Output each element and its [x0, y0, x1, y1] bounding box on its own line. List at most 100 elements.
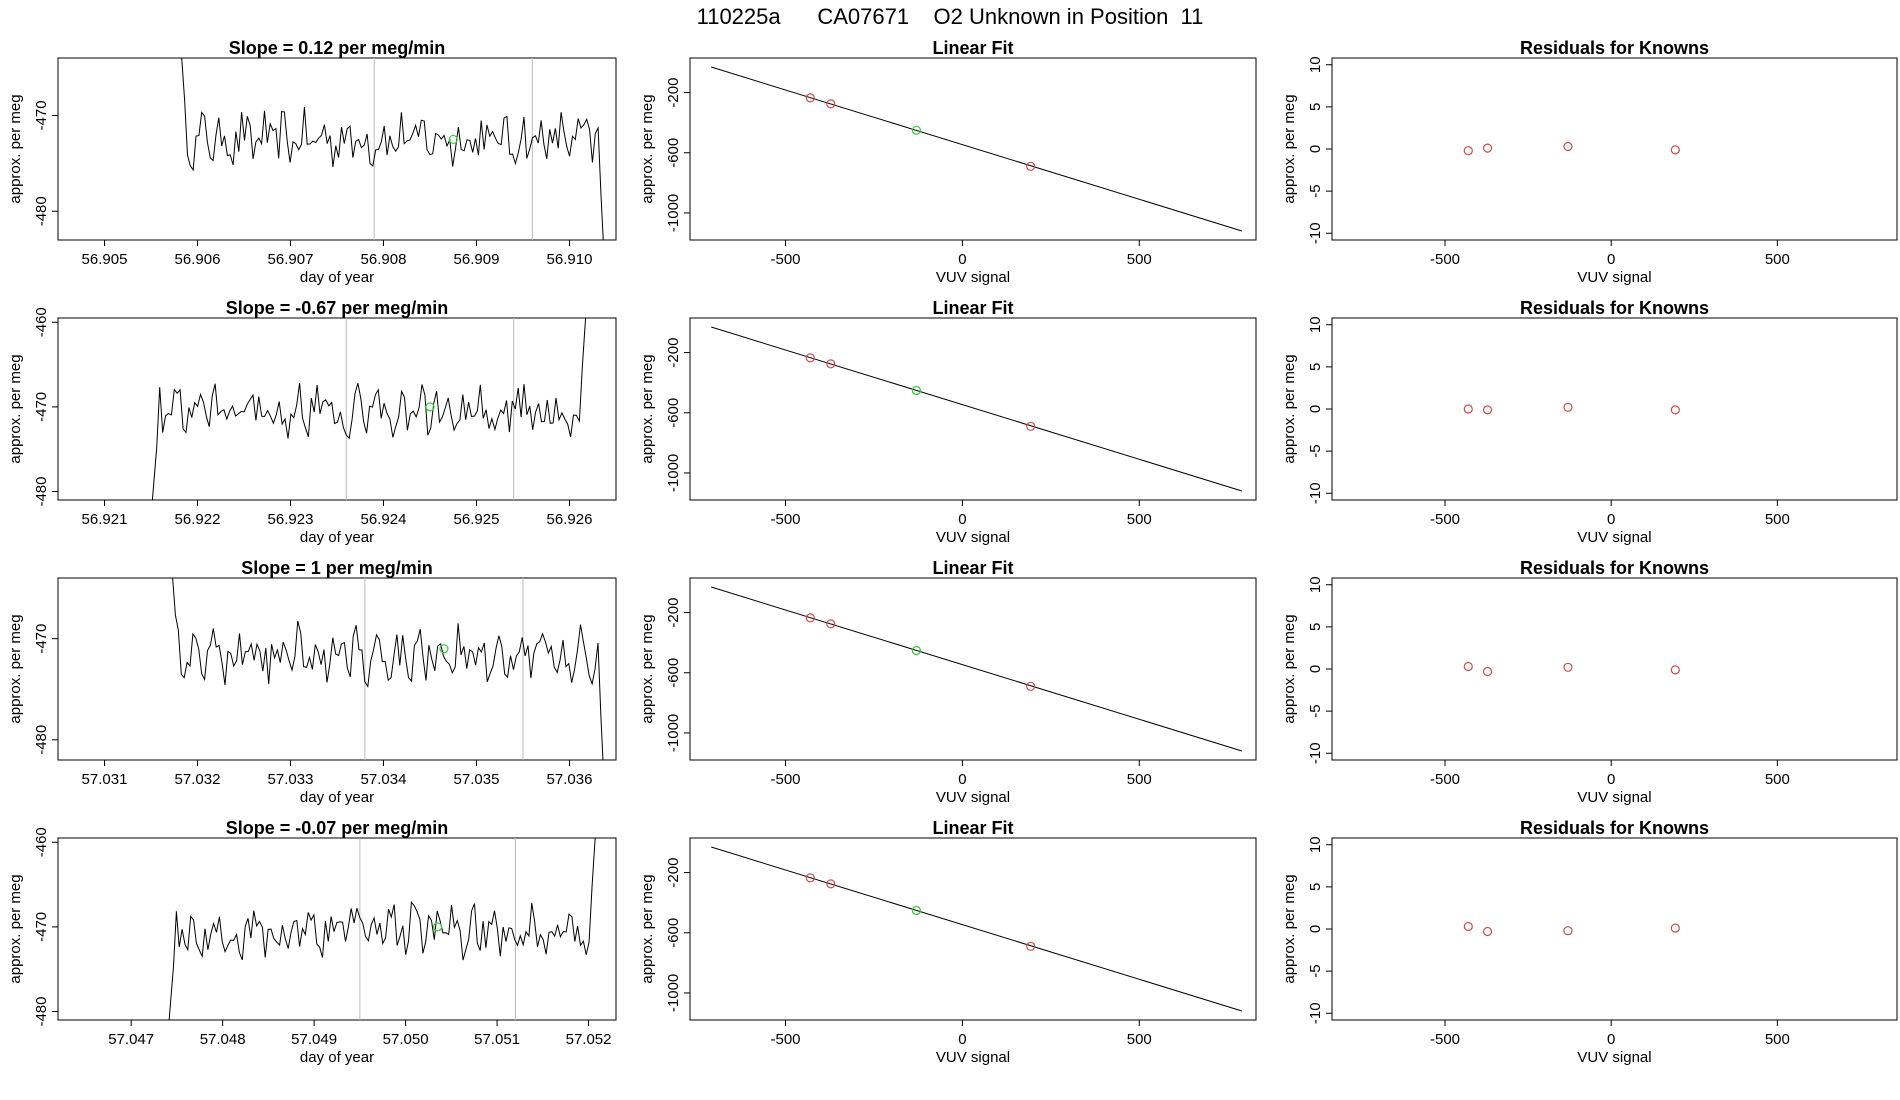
r2-linear-fit-known-point	[826, 359, 836, 369]
r1-residuals-y-tick-label: 5	[1307, 103, 1324, 111]
r4-timeseries-x-tick-label: 57.048	[200, 1031, 246, 1048]
r4-residuals-y-tick-label: -10	[1307, 1002, 1324, 1024]
r4-linear-fit-fit-line	[711, 846, 1242, 1012]
r2-linear-fit-plot-frame	[689, 317, 1257, 501]
r1-linear-fit-x-tick-label: 500	[1127, 251, 1152, 268]
run-id: 110225a	[696, 4, 781, 29]
r2-timeseries-y-tick-label: -480	[33, 477, 50, 507]
r2-linear-fit-y-tick-label: -200	[665, 338, 682, 368]
r4-residuals-known-point	[1670, 923, 1680, 933]
r1-linear-fit-known-point	[1026, 161, 1036, 171]
r2-linear-fit-y-axis-label: approx. per meg	[639, 354, 656, 463]
r2-timeseries-plot-area	[151, 318, 587, 500]
r2-linear-fit-x-axis-label: VUV signal	[936, 529, 1010, 546]
r4-timeseries-trace-line	[168, 838, 596, 1020]
r2-linear-fit-x-tick-label: 0	[958, 511, 966, 528]
figure-title: 110225a CA07671 O2 Unknown in Position 1…	[0, 4, 1900, 30]
r3-linear-fit-y-axis-label: approx. per meg	[639, 614, 656, 723]
r4-timeseries-y-tick-label: -470	[33, 912, 50, 942]
r2-linear-fit-x-tick-label: 500	[1127, 511, 1152, 528]
r1-residuals-x-tick-label: 500	[1765, 251, 1790, 268]
r1-timeseries-y-tick-label: -470	[33, 100, 50, 130]
r3-linear-fit-known-point	[805, 613, 815, 623]
r3-linear-fit-known-point	[1026, 681, 1036, 691]
r1-linear-fit-title: Linear Fit	[932, 38, 1013, 58]
r1-timeseries-x-tick-label: 56.910	[547, 251, 593, 268]
r3-timeseries-y-tick-label: -470	[33, 624, 50, 654]
r1-residuals-known-point	[1482, 143, 1493, 153]
r1-residuals-y-tick-label: 0	[1307, 145, 1324, 153]
r1-timeseries-trace-line	[181, 58, 604, 240]
r2-linear-fit-unknown-point	[911, 385, 922, 396]
r1-timeseries-x-axis-label: day of year	[300, 269, 374, 286]
r4-linear-fit-y-axis-label: approx. per meg	[639, 874, 656, 983]
r3-timeseries-x-tick-label: 57.034	[361, 771, 407, 788]
r2-timeseries-title: Slope = -0.67 per meg/min	[226, 298, 449, 318]
r1-residuals-x-tick-label: -500	[1430, 251, 1460, 268]
r1-timeseries-x-tick-label: 56.908	[361, 251, 407, 268]
r2-residuals-y-tick-label: -10	[1307, 482, 1324, 504]
r3-residuals-y-tick-label: -5	[1307, 704, 1324, 717]
r2-timeseries-trace-line	[151, 318, 587, 500]
r1-timeseries-y-axis-label: approx. per meg	[7, 94, 24, 203]
r4-residuals-plot-area	[1463, 921, 1680, 937]
r1-residuals-known-point	[1670, 145, 1680, 155]
r1-residuals-known-point	[1463, 146, 1473, 156]
r2-residuals-known-point	[1482, 405, 1493, 415]
r1-residuals-known-point	[1563, 141, 1573, 152]
r4-timeseries-plot-frame	[57, 837, 617, 1021]
r4-timeseries-x-tick-label: 57.050	[383, 1031, 429, 1048]
r1-residuals-y-tick-label: -5	[1307, 184, 1324, 197]
r3-timeseries-x-tick-label: 57.036	[547, 771, 593, 788]
r2-linear-fit-plot-area	[711, 326, 1242, 492]
r2-timeseries-x-tick-label: 56.926	[547, 511, 593, 528]
r1-residuals-x-axis-label: VUV signal	[1577, 269, 1651, 286]
r3-residuals-known-point	[1482, 666, 1493, 677]
r2-residuals-known-point	[1670, 405, 1680, 415]
r4-linear-fit-x-axis-label: VUV signal	[936, 1049, 1010, 1066]
r2-linear-fit-known-point	[1026, 421, 1036, 431]
r4-linear-fit-unknown-point	[911, 905, 922, 916]
r2-residuals-y-tick-label: 0	[1307, 405, 1324, 413]
r4-residuals-x-tick-label: -500	[1430, 1031, 1460, 1048]
r1-residuals-title: Residuals for Knowns	[1520, 38, 1709, 58]
r2-residuals-y-tick-label: -5	[1307, 444, 1324, 457]
r2-residuals-y-tick-label: 5	[1307, 363, 1324, 371]
r4-residuals-y-tick-label: -5	[1307, 964, 1324, 977]
r2-timeseries-x-tick-label: 56.925	[454, 511, 500, 528]
r3-timeseries-x-tick-label: 57.031	[82, 771, 128, 788]
r4-residuals-plot-frame	[1331, 837, 1898, 1021]
r1-linear-fit-x-axis-label: VUV signal	[936, 269, 1010, 286]
r1-linear-fit-unknown-point	[911, 125, 922, 135]
r2-residuals-plot-area	[1463, 402, 1680, 415]
r1-residuals-plot-frame	[1331, 57, 1898, 241]
r3-linear-fit-y-tick-label: -600	[665, 658, 682, 688]
r2-residuals-y-axis-label: approx. per meg	[1281, 354, 1298, 463]
r1-timeseries-x-tick-label: 56.905	[82, 251, 128, 268]
r4-timeseries-y-tick-label: -480	[33, 997, 50, 1027]
r2-residuals-y-tick-label: 10	[1307, 316, 1324, 333]
r1-residuals-y-tick-label: 10	[1307, 56, 1324, 73]
r2-residuals-known-point	[1463, 404, 1473, 414]
r2-residuals-x-tick-label: 0	[1607, 511, 1615, 528]
r4-linear-fit-y-tick-label: -1000	[665, 974, 682, 1012]
r2-residuals-plot-frame	[1331, 317, 1898, 501]
r4-residuals-y-tick-label: 10	[1307, 836, 1324, 853]
r1-linear-fit-y-tick-label: -1000	[665, 194, 682, 232]
r2-linear-fit-title: Linear Fit	[932, 298, 1013, 318]
r3-residuals-y-tick-label: 5	[1307, 623, 1324, 631]
r1-linear-fit-fit-line	[711, 66, 1242, 232]
r1-timeseries-x-tick-label: 56.909	[454, 251, 500, 268]
r1-linear-fit-y-tick-label: -600	[665, 138, 682, 168]
r4-timeseries-x-tick-label: 57.047	[108, 1031, 154, 1048]
r3-timeseries-plot-area	[172, 578, 604, 760]
r3-linear-fit-fit-line	[711, 586, 1242, 752]
r4-timeseries-x-tick-label: 57.051	[474, 1031, 520, 1048]
r2-timeseries-x-tick-label: 56.924	[361, 511, 407, 528]
r3-linear-fit-x-tick-label: 500	[1127, 771, 1152, 788]
r4-timeseries-plot-area	[168, 838, 596, 1020]
r3-residuals-x-tick-label: 0	[1607, 771, 1615, 788]
r1-residuals-y-tick-label: -10	[1307, 222, 1324, 244]
r3-linear-fit-x-axis-label: VUV signal	[936, 789, 1010, 806]
r2-timeseries-x-tick-label: 56.921	[82, 511, 128, 528]
